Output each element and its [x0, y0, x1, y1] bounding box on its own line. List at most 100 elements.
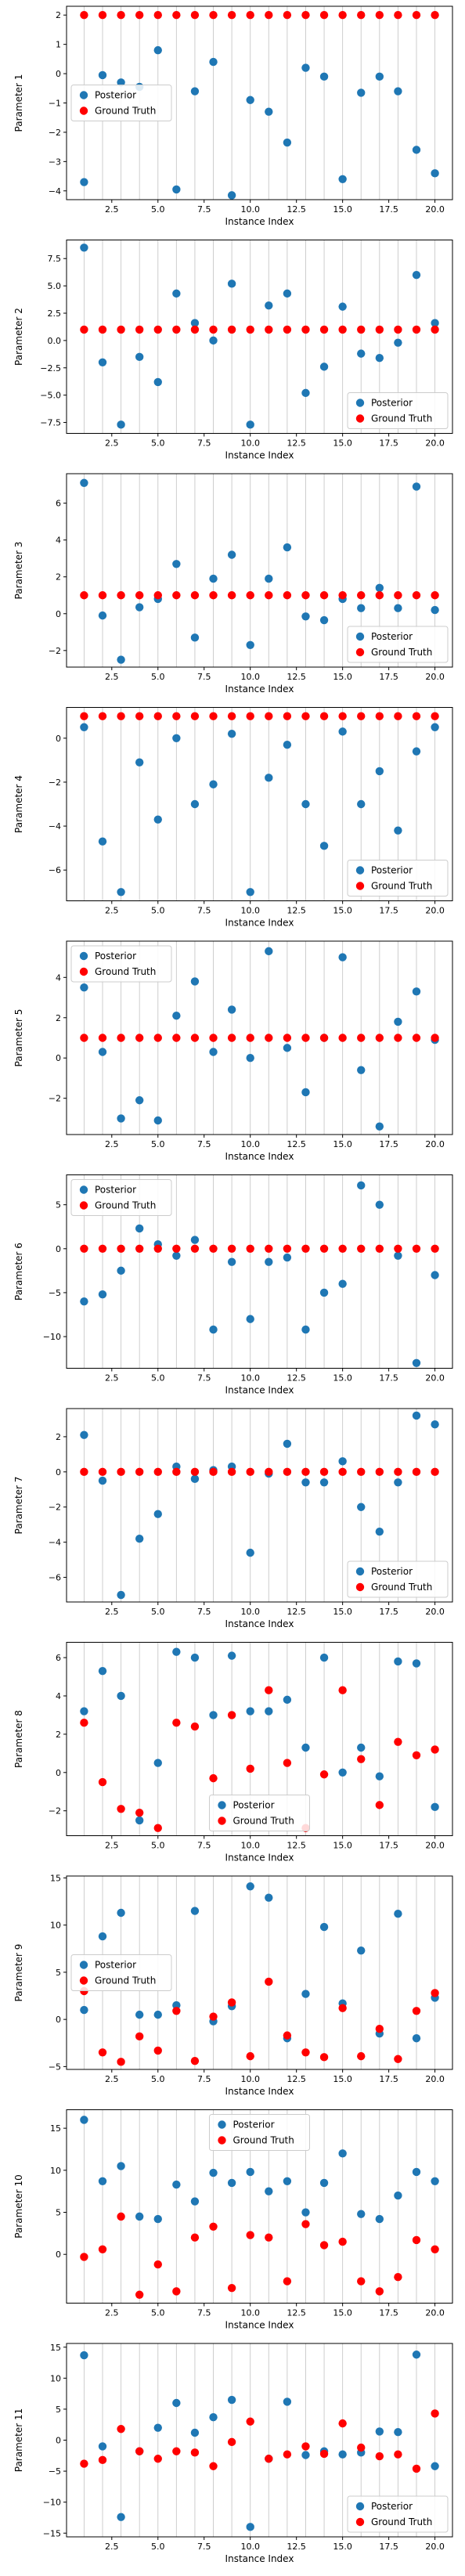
- posterior-point: [394, 2191, 402, 2200]
- ground-truth-point: [98, 11, 107, 20]
- y-tick-label: 15: [50, 2123, 61, 2134]
- ground-truth-point: [394, 325, 402, 334]
- ground-truth-point: [98, 591, 107, 600]
- ground-truth-point: [227, 1244, 236, 1254]
- y-tick-label: 0: [56, 1467, 61, 1477]
- posterior-point: [172, 560, 181, 568]
- x-tick-label: 7.5: [197, 204, 211, 215]
- posterior-point: [246, 2167, 254, 2177]
- series-ground-truth: [80, 712, 439, 720]
- posterior-point: [431, 169, 439, 178]
- x-tick-label: 2.5: [105, 1139, 119, 1149]
- posterior-point: [117, 420, 125, 429]
- ground-truth-point: [412, 2235, 421, 2245]
- ground-truth-point: [172, 712, 181, 720]
- series-posterior: [80, 723, 439, 897]
- posterior-point: [135, 1224, 144, 1233]
- posterior-point: [431, 2462, 439, 2470]
- x-tick-label: 10.0: [240, 438, 260, 449]
- posterior-point: [135, 2212, 144, 2221]
- ground-truth-point: [117, 11, 125, 20]
- ground-truth-point: [117, 712, 125, 720]
- legend-marker-posterior: [79, 951, 88, 961]
- ground-truth-point: [117, 325, 125, 334]
- posterior-point: [153, 2423, 162, 2432]
- posterior-point: [357, 604, 366, 612]
- posterior-point: [153, 1116, 162, 1125]
- posterior-point: [117, 1691, 125, 1701]
- y-tick-label: 2: [56, 1730, 61, 1740]
- x-tick-label: 10.0: [240, 672, 260, 682]
- x-tick-label: 7.5: [197, 1607, 211, 1617]
- plot-frame: [66, 707, 453, 901]
- ground-truth-point: [190, 2056, 200, 2065]
- y-tick-label: 5: [56, 1968, 61, 1978]
- posterior-point: [98, 2177, 107, 2185]
- y-tick-label: −5: [49, 2466, 61, 2477]
- y-axis-label: Parameter 1: [13, 74, 24, 132]
- ground-truth-point: [135, 2032, 144, 2041]
- legend-label-posterior: Posterior: [371, 631, 413, 642]
- ground-truth-point: [431, 1467, 439, 1477]
- ground-truth-point: [301, 325, 310, 334]
- y-tick-label: −2: [49, 1094, 61, 1104]
- y-tick-label: 5: [56, 1200, 61, 1210]
- posterior-point: [209, 780, 218, 788]
- y-axis-label: Parameter 10: [13, 2174, 24, 2239]
- posterior-point: [265, 301, 273, 310]
- posterior-point: [319, 1478, 329, 1487]
- ground-truth-point: [135, 11, 144, 20]
- ground-truth-point: [172, 325, 181, 334]
- ground-truth-point: [394, 712, 402, 720]
- y-tick-label: 0.0: [48, 336, 62, 346]
- x-tick-label: 17.5: [379, 1139, 398, 1149]
- x-tick-label: 7.5: [197, 672, 211, 682]
- ground-truth-point: [319, 712, 329, 720]
- legend-marker-posterior: [355, 866, 365, 875]
- posterior-point: [117, 2162, 125, 2170]
- posterior-point: [375, 354, 384, 363]
- posterior-point: [357, 799, 366, 809]
- ground-truth-point: [135, 1034, 144, 1042]
- ground-truth-point: [394, 1244, 402, 1254]
- legend-box: [347, 626, 449, 663]
- legend-label-posterior: Posterior: [95, 1185, 136, 1196]
- ground-truth-point: [190, 11, 200, 20]
- posterior-point: [172, 1251, 181, 1260]
- y-axis-label: Parameter 9: [13, 1944, 24, 2002]
- ground-truth-point: [227, 325, 236, 334]
- legend-marker-ground-truth: [355, 2517, 365, 2527]
- ground-truth-point: [153, 2260, 162, 2269]
- legend-marker-posterior: [79, 91, 88, 99]
- ground-truth-point: [98, 712, 107, 720]
- x-tick-label: 15.0: [333, 1139, 352, 1149]
- ground-truth-point: [283, 1034, 292, 1042]
- x-tick-label: 20.0: [425, 906, 445, 916]
- y-tick-label: 7.5: [48, 254, 62, 264]
- posterior-point: [190, 2428, 200, 2437]
- x-tick-label: 20.0: [425, 2308, 445, 2318]
- posterior-point: [265, 2187, 273, 2195]
- y-tick-label: 10: [50, 2373, 61, 2383]
- series-posterior: [80, 478, 439, 664]
- chart-panel-3: 2.5 5.0 7.5 10.0 12.5 15.0 17.5 20.0 −2 0 2 4 6 Insta…: [13, 473, 453, 695]
- posterior-point: [190, 977, 200, 986]
- x-tick-label: 12.5: [287, 1373, 306, 1384]
- ground-truth-point: [283, 325, 292, 334]
- ground-truth-point: [227, 712, 236, 720]
- ground-truth-point: [209, 11, 218, 20]
- x-tick-label: 15.0: [333, 1607, 352, 1617]
- y-tick-label: −5: [49, 1288, 61, 1298]
- posterior-point: [301, 63, 310, 72]
- x-tick-label: 15.0: [333, 2074, 352, 2084]
- ground-truth-point: [357, 11, 366, 20]
- series-ground-truth: [80, 2409, 439, 2473]
- ground-truth-point: [135, 712, 144, 720]
- ground-truth-point: [265, 1244, 273, 1254]
- ground-truth-point: [153, 1244, 162, 1254]
- x-tick-label: 17.5: [379, 2074, 398, 2084]
- y-tick-label: 0: [56, 2015, 61, 2025]
- legend-box: [209, 2114, 310, 2151]
- ground-truth-point: [135, 591, 144, 600]
- ground-truth-point: [319, 11, 329, 20]
